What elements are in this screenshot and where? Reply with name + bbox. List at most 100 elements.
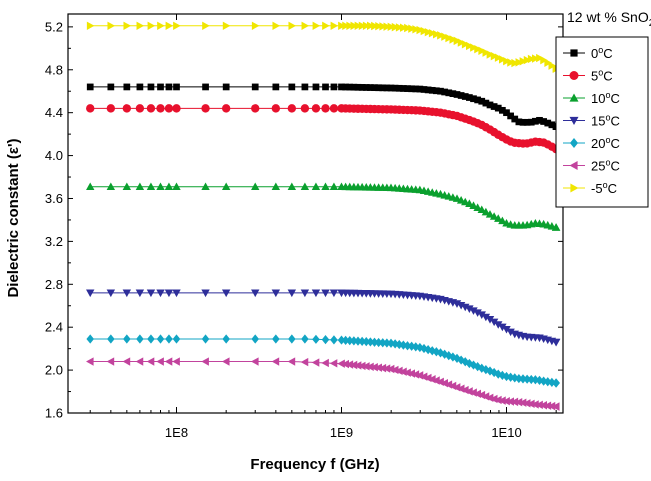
series-point-20 [374, 337, 383, 348]
series-point-15 [221, 289, 231, 298]
series-point-0 [453, 91, 461, 98]
legend-marker--5 [570, 183, 579, 193]
series-point-10 [498, 216, 507, 225]
series-point--5 [474, 44, 482, 54]
series-point-0 [391, 84, 399, 92]
series-point-15 [494, 321, 503, 329]
series-point--5 [490, 51, 499, 61]
series-point--5 [523, 55, 532, 65]
series-point-25 [510, 397, 519, 407]
y-axis-title: Dielectric constant (ε') [5, 138, 22, 297]
series-point-15 [502, 325, 511, 334]
series-point-0 [147, 83, 155, 91]
series-point-0 [301, 83, 309, 91]
series-point-15 [506, 328, 515, 337]
series-point--5 [136, 21, 145, 30]
series-point-25 [465, 387, 473, 396]
series-point-0 [511, 115, 519, 123]
series-point-10 [201, 182, 210, 191]
series-point-20 [440, 349, 449, 359]
series-point--5 [499, 55, 507, 64]
series-point-20 [251, 334, 260, 344]
series-point-5 [106, 104, 116, 113]
series-point-20 [201, 334, 210, 344]
legend-marker-5 [569, 71, 579, 80]
series-point--5 [107, 21, 116, 30]
series-point-0 [474, 96, 481, 104]
series-point-20 [366, 337, 375, 347]
series-point-25 [522, 399, 531, 408]
series-point--5 [433, 30, 441, 39]
series-point-5 [122, 104, 132, 113]
series-point-0 [136, 83, 144, 91]
series-point-25 [411, 370, 420, 379]
series-point-25 [473, 389, 481, 399]
series-point-10 [494, 214, 503, 222]
series-point-20 [416, 342, 424, 353]
series-point-0 [157, 83, 164, 91]
series-point-20 [424, 345, 432, 355]
legend-item-15: 15oC [563, 113, 620, 129]
series-point--5 [86, 21, 95, 30]
x-axis-title: Frequency f (GHz) [250, 456, 379, 473]
series-point--5 [494, 53, 503, 62]
series-point--5 [342, 21, 350, 30]
series-point-20 [515, 373, 523, 384]
series-point-0 [350, 83, 358, 91]
series-point--5 [445, 33, 453, 43]
series-point-5 [329, 104, 339, 113]
legend-item-10: 10oC [563, 90, 620, 106]
series-point-25 [353, 361, 362, 370]
series-point-15 [271, 289, 281, 298]
series-point-20 [502, 371, 511, 382]
series-point--5 [173, 21, 181, 30]
series-point--5 [478, 46, 486, 56]
legend-box [555, 36, 649, 208]
series-point--5 [312, 21, 321, 30]
y-tick-label: 3.6 [45, 191, 63, 206]
series-point-0 [408, 85, 415, 93]
series-25 [86, 357, 560, 411]
series-point-25 [527, 399, 535, 409]
series-point-20 [539, 376, 548, 386]
series-point-20 [457, 355, 465, 365]
series-point-0 [424, 86, 432, 94]
series-point-0 [173, 83, 180, 91]
series-point--5 [391, 22, 400, 32]
legend-item-5: 5oC [563, 68, 613, 84]
legend-title-subscript: 2 [649, 18, 651, 29]
series-point--5 [486, 50, 495, 59]
series-point-5 [172, 104, 181, 113]
series-point--5 [470, 43, 478, 52]
series-point-10 [551, 223, 561, 231]
series-point--5 [540, 55, 548, 65]
series-point-0 [383, 84, 391, 92]
series-point--5 [437, 31, 445, 40]
series-point-0 [362, 84, 370, 91]
legend-marker-10 [569, 93, 579, 102]
series-point-5 [135, 104, 145, 113]
series-point--5 [330, 21, 339, 30]
series-point-0 [507, 112, 514, 120]
y-tick-label: 4.0 [45, 148, 63, 163]
y-tick-label: 1.6 [45, 406, 63, 421]
series-point--5 [548, 61, 557, 70]
series-point-20 [345, 335, 354, 346]
series-point-25 [321, 358, 329, 368]
series-point-15 [300, 289, 310, 298]
series-point-25 [506, 397, 514, 406]
series-point-5 [201, 104, 210, 113]
series-point-25 [221, 357, 230, 366]
series-point--5 [288, 21, 297, 30]
series-point-25 [122, 357, 131, 366]
series-point-25 [494, 395, 502, 405]
series-point-20 [350, 336, 358, 346]
series-point-0 [466, 94, 473, 101]
series-point-10 [329, 182, 339, 191]
series-point-25 [485, 393, 494, 403]
series-point-0 [395, 84, 403, 92]
legend-title-text: 12 wt % SnO [567, 9, 649, 25]
series-point-0 [499, 106, 506, 114]
series-point--5 [507, 58, 515, 67]
series-point-25 [502, 397, 510, 406]
